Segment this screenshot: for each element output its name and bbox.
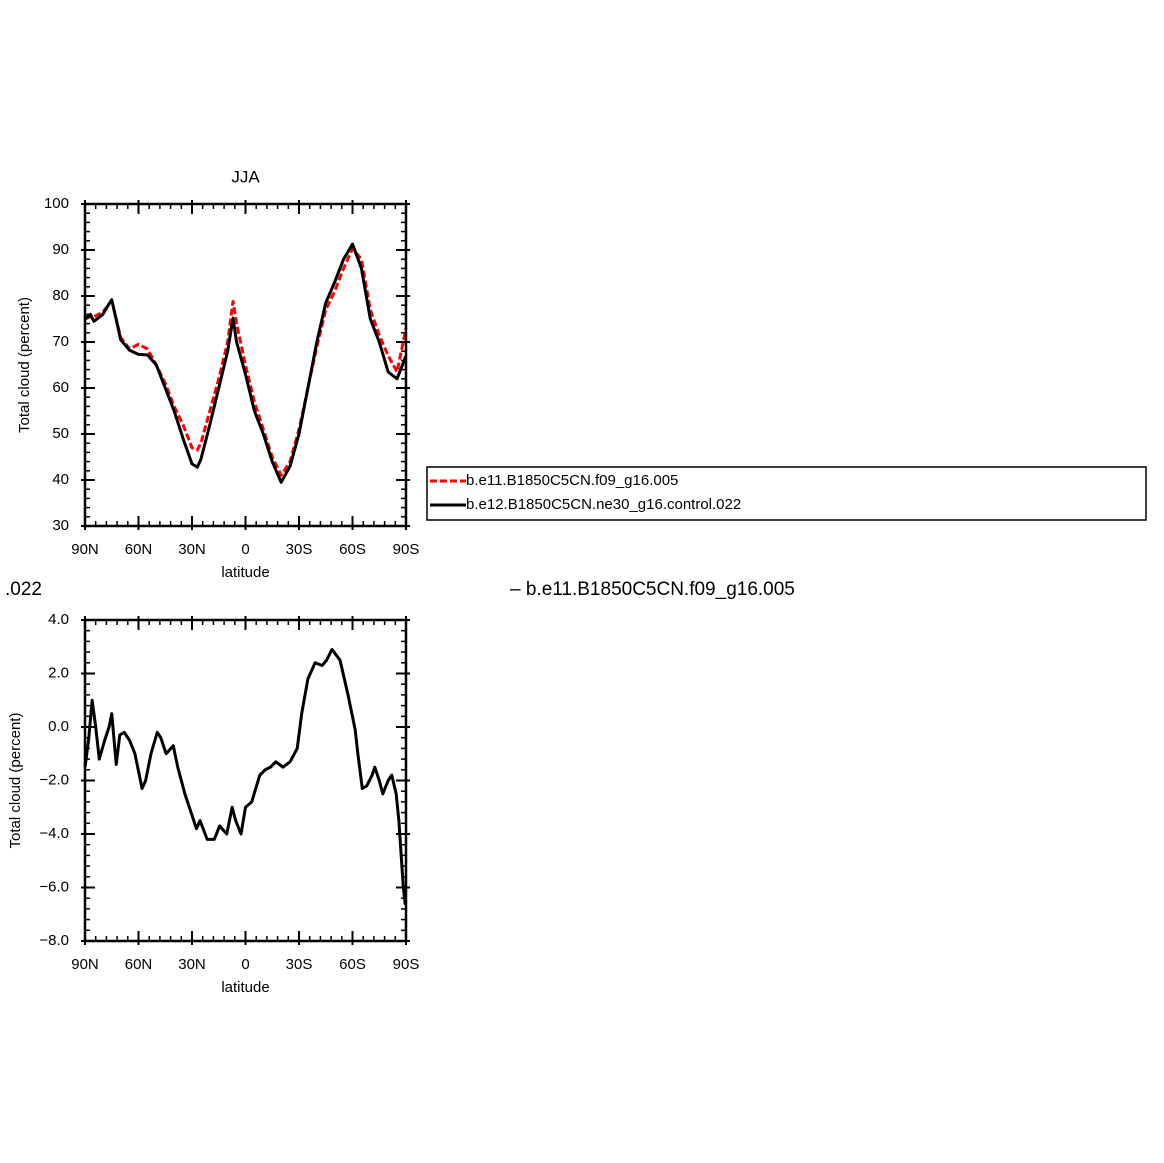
chart-title: JJA (231, 167, 260, 186)
x-tick-label: 60S (339, 541, 366, 558)
y-tick-label: 0.0 (48, 718, 69, 735)
x-tick-label: 0 (241, 956, 249, 973)
x-tick-label: 0 (241, 541, 249, 558)
y-tick-label: 4.0 (48, 611, 69, 628)
legend-box (426, 466, 1147, 521)
y-tick-label: 50 (52, 425, 69, 442)
plot-frame (83, 618, 408, 943)
x-tick-label: 30S (286, 956, 313, 973)
y-tick-label: 40 (52, 471, 69, 488)
x-axis-label: latitude (221, 979, 269, 996)
x-tick-label: 30N (178, 956, 206, 973)
y-tick-label: 70 (52, 333, 69, 350)
x-tick-label: 90S (393, 541, 420, 558)
y-tick-label: 60 (52, 379, 69, 396)
x-tick-label: 90N (71, 541, 99, 558)
x-tick-label: 90S (393, 956, 420, 973)
y-tick-label: −2.0 (39, 771, 69, 788)
y-tick-label: 100 (44, 195, 69, 212)
x-tick-label: 90N (71, 956, 99, 973)
annotation: – b.e11.B1850C5CN.f09_g16.005 (510, 579, 795, 600)
x-tick-label: 60S (339, 956, 366, 973)
x-tick-label: 60N (125, 956, 153, 973)
x-tick-label: 60N (125, 541, 153, 558)
plot-frame (83, 202, 408, 528)
x-axis-label: latitude (221, 564, 269, 581)
y-tick-label: 90 (52, 241, 69, 258)
legend-label: b.e11.B1850C5CN.f09_g16.005 (466, 472, 678, 489)
y-tick-label: −4.0 (39, 825, 69, 842)
y-tick-label: 2.0 (48, 664, 69, 681)
y-tick-label: 30 (52, 517, 69, 534)
y-axis-label: Total cloud (percent) (16, 297, 33, 433)
y-tick-label: 80 (52, 287, 69, 304)
y-tick-label: −6.0 (39, 878, 69, 895)
data-line (84, 242, 408, 484)
y-axis-label: Total cloud (percent) (7, 713, 24, 849)
data-line (84, 247, 408, 477)
legend-label: b.e12.B1850C5CN.ne30_g16.control.022 (466, 496, 741, 513)
x-tick-label: 30S (286, 541, 313, 558)
x-tick-label: 30N (178, 541, 206, 558)
y-tick-label: −8.0 (39, 932, 69, 949)
data-line (83, 647, 408, 906)
annotation: .022 (5, 579, 42, 600)
